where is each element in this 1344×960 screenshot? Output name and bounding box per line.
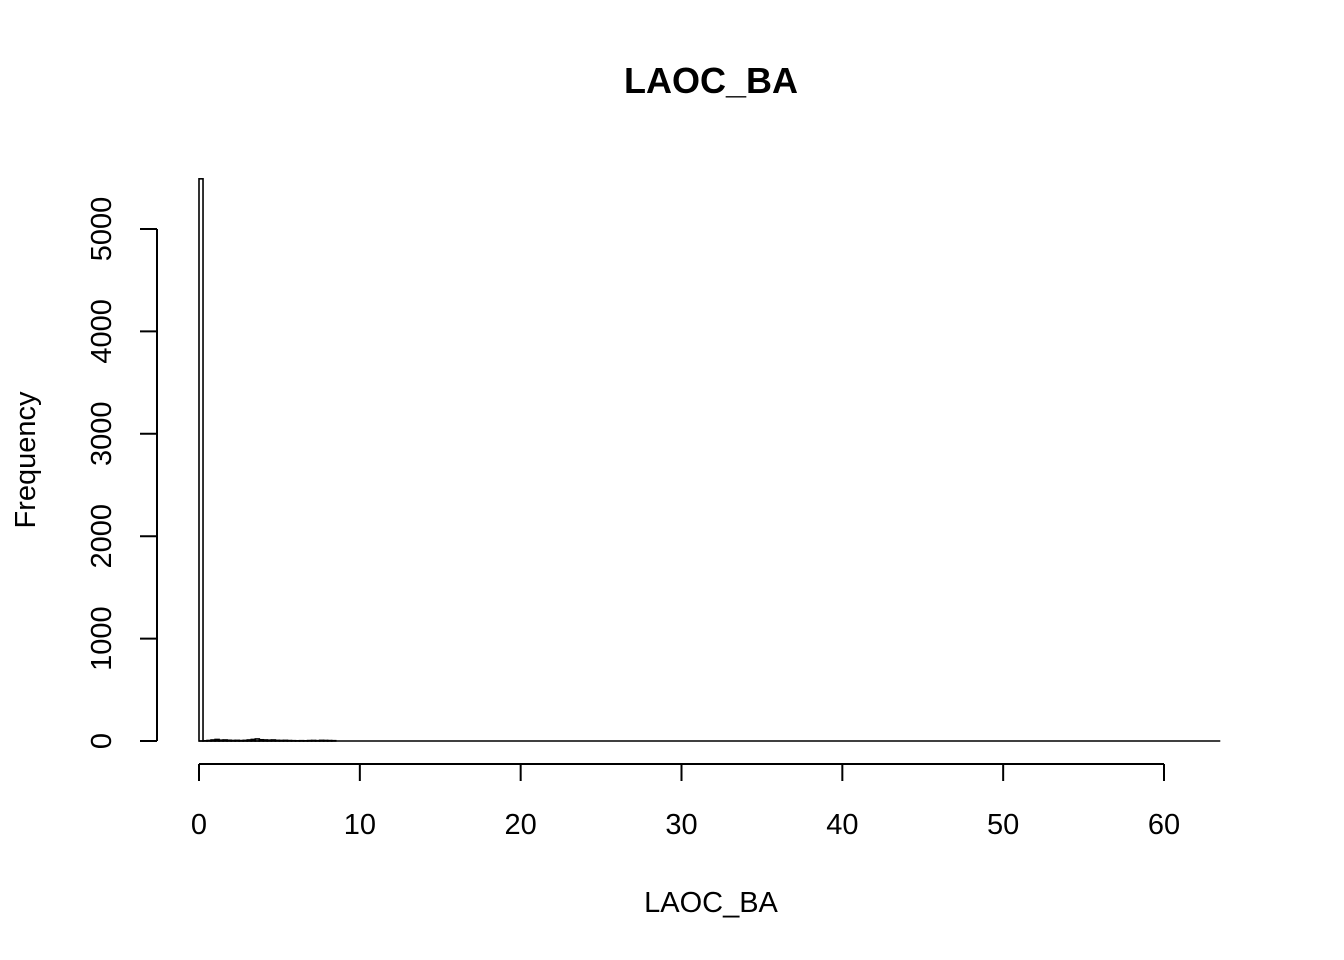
x-tick-label: 40: [826, 809, 858, 841]
chart-title: LAOC_BA: [624, 60, 798, 101]
x-tick-label: 20: [505, 809, 537, 841]
x-axis-label: LAOC_BA: [644, 887, 778, 919]
x-tick-label: 50: [987, 809, 1019, 841]
histogram-bars: [198, 178, 1221, 742]
x-tick-label: 10: [344, 809, 376, 841]
histogram-bar: [198, 178, 204, 742]
y-tick-label: 3000: [86, 402, 118, 467]
x-tick-label: 60: [1148, 809, 1180, 841]
x-axis: 0 10 20 30 40 50 60: [191, 763, 1180, 841]
y-tick-label: 1000: [86, 606, 118, 671]
y-tick-label: 0: [86, 733, 118, 749]
y-axis-label: Frequency: [10, 391, 42, 529]
y-tick-label: 5000: [86, 197, 118, 262]
y-tick-label: 4000: [86, 299, 118, 364]
x-tick-label: 30: [665, 809, 697, 841]
y-axis: 0 1000 2000 3000 4000 5000: [86, 197, 158, 749]
x-tick-label: 0: [191, 809, 207, 841]
y-tick-label: 2000: [86, 504, 118, 569]
